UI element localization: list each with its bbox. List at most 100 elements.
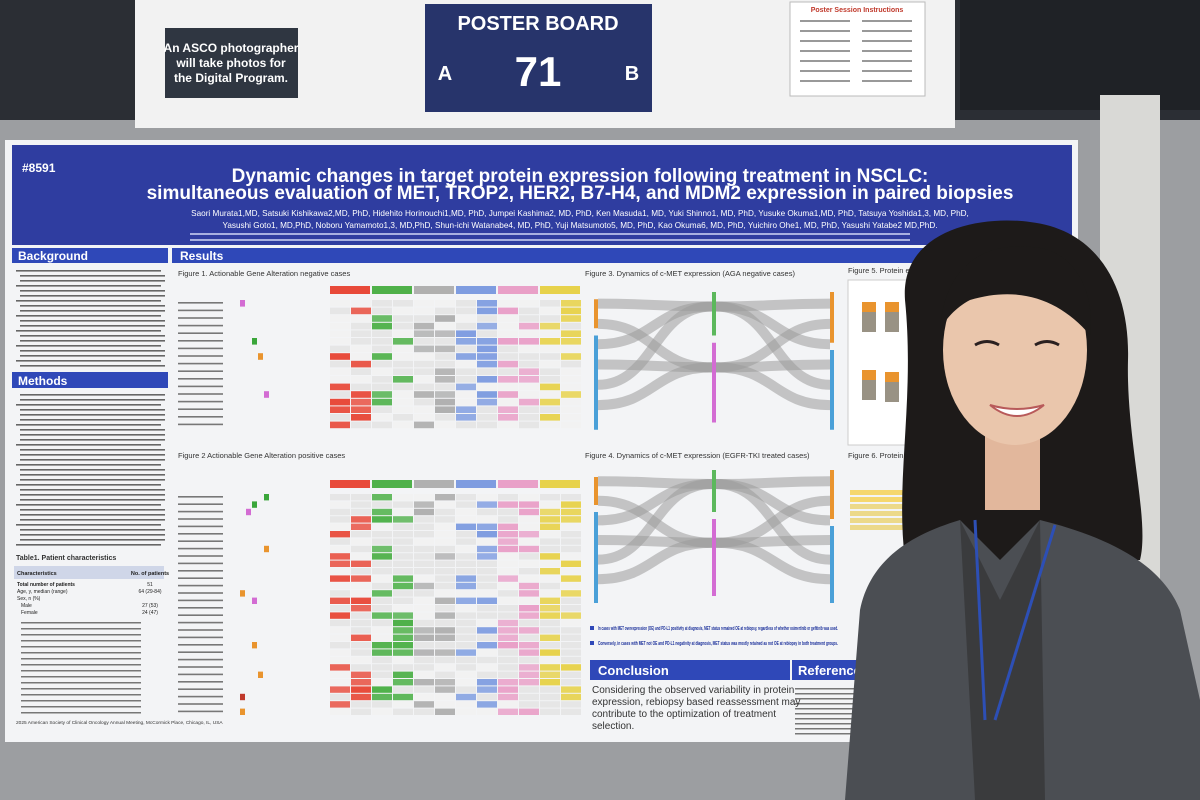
heatmap-cell (330, 508, 350, 516)
heatmap-cell (330, 516, 350, 523)
body-text-line (20, 290, 165, 292)
heatmap-cell (435, 612, 455, 619)
heatmap-cell (351, 360, 371, 368)
heatmap-cell (393, 300, 413, 307)
heatmap-cell (456, 353, 476, 360)
heatmap-cell (519, 649, 539, 656)
heatmap-cell (519, 545, 539, 553)
heatmap-cell (519, 330, 539, 337)
heatmap-cell (519, 575, 539, 582)
marker-cell (264, 545, 269, 553)
heatmap-cell (372, 560, 392, 567)
heatmap-cell (351, 531, 371, 538)
heatmap-cell (456, 619, 476, 627)
heatmap-cell (435, 414, 455, 421)
heatmap-cell (477, 383, 497, 391)
heatmap-cell (414, 575, 434, 582)
marker-cell (252, 642, 257, 649)
row-label (178, 362, 223, 365)
heatmap-cell (561, 619, 581, 627)
heatmap-cell (519, 368, 539, 375)
heatmap-cell (456, 307, 476, 315)
heatmap-cell (435, 538, 455, 545)
heatmap-cell (351, 414, 371, 421)
footer: 2025 American Society of Clinical Oncolo… (16, 720, 223, 726)
table-cell: Total number of patients (17, 582, 75, 588)
heatmap-cell (435, 634, 455, 641)
heatmap-cell (414, 686, 434, 693)
heatmap-cell (540, 353, 560, 360)
heatmap-cell (372, 686, 392, 693)
heatmap-cell (351, 664, 371, 671)
heatmap-cell (372, 523, 392, 530)
heatmap-cell (456, 523, 476, 530)
heatmap-cell (456, 383, 476, 391)
heatmap-cell (498, 501, 518, 508)
heatmap-cell (540, 501, 560, 508)
heatmap-cell (435, 545, 455, 553)
heatmap-cell (414, 391, 434, 398)
heatmap-cell (351, 538, 371, 545)
heatmap-cell (519, 612, 539, 619)
sankey-node (712, 519, 716, 596)
body-text-line (16, 524, 161, 526)
body-text-line (20, 409, 165, 411)
row-label (178, 416, 223, 418)
heatmap-cell (540, 605, 560, 612)
heatmap-cell (498, 686, 518, 693)
heatmap-cell (435, 368, 455, 375)
heatmap-cell (561, 516, 581, 523)
heatmap-cell (498, 516, 518, 523)
bangs (940, 246, 1091, 335)
affiliation-line (190, 239, 910, 241)
heatmap-cell (477, 634, 497, 641)
heatmap-cell (435, 315, 455, 322)
heatmap-cell (519, 560, 539, 567)
marker-cell (252, 597, 257, 604)
heatmap-cell (561, 649, 581, 656)
heatmap-cell (372, 671, 392, 678)
heatmap-cell (519, 686, 539, 693)
authors: Yasushi Goto1, MD,PhD, Noboru Yamamoto1,… (222, 221, 937, 230)
heatmap-cell (540, 330, 560, 337)
heatmap-cell (540, 345, 560, 353)
heatmap-cell (372, 322, 392, 330)
row-label (178, 658, 223, 661)
heatmap-cell (351, 421, 371, 429)
heatmap-cell (561, 315, 581, 322)
heatmap-cell (393, 330, 413, 337)
heatmap-cell (435, 582, 455, 590)
reference-line (795, 718, 855, 720)
conclusion-text: contribute to the optimization of treatm… (592, 709, 776, 720)
heatmap-cell (372, 398, 392, 406)
heatmap-cell (393, 708, 413, 715)
heatmap-cell (330, 656, 350, 664)
table-line (21, 658, 141, 660)
heatmap-cell (540, 531, 560, 538)
body-text-line (16, 484, 161, 486)
heatmap-cell (351, 300, 371, 307)
heatmap-cell (456, 649, 476, 656)
table-line (21, 700, 141, 702)
table-line (21, 676, 141, 678)
heatmap-cell (393, 421, 413, 429)
row-label (178, 577, 223, 579)
heatmap-cell (351, 338, 371, 345)
heatmap-cell (498, 656, 518, 664)
table-cell: Female (21, 610, 38, 616)
heatmap-cell (414, 597, 434, 604)
body-text-line (16, 300, 161, 302)
heatmap-cell (456, 406, 476, 413)
marker-cell (258, 353, 263, 360)
heatmap-cell (498, 560, 518, 567)
heatmap-cell (456, 568, 476, 575)
heatmap-cell (498, 300, 518, 307)
section-title: Results (180, 249, 224, 263)
heatmap-cell (477, 664, 497, 671)
heatmap-cell (519, 353, 539, 360)
heatmap-cell (540, 523, 560, 530)
heatmap-cell (498, 612, 518, 619)
body-text-line (20, 459, 165, 461)
heatmap-cell (477, 414, 497, 421)
heatmap-cell (330, 590, 350, 597)
